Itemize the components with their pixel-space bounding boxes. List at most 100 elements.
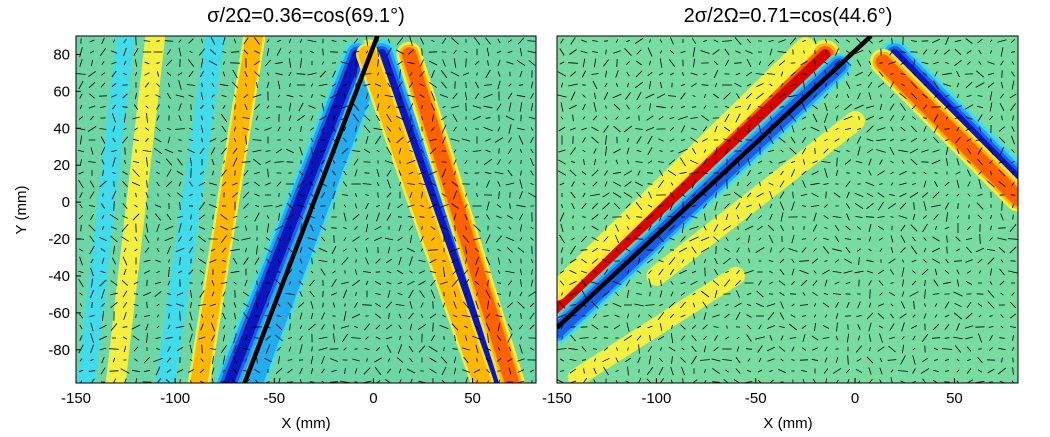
vector-arrow xyxy=(877,170,885,176)
vector-arrow xyxy=(310,147,314,155)
vector-arrow xyxy=(232,216,238,218)
vector-arrow xyxy=(517,301,525,309)
vector-arrow xyxy=(88,370,96,372)
vector-arrow xyxy=(791,346,795,352)
vector-arrow xyxy=(854,202,864,210)
vector-arrow xyxy=(921,192,929,198)
vector-arrow xyxy=(889,48,895,56)
y-tick-label: -60 xyxy=(48,305,70,322)
vector-arrow xyxy=(746,83,752,87)
vector-arrow xyxy=(168,259,170,263)
vector-arrow xyxy=(922,223,928,233)
vector-arrow xyxy=(1000,314,1004,318)
vector-arrow xyxy=(635,201,643,211)
vector-arrow xyxy=(299,94,303,98)
vector-arrow xyxy=(211,158,215,166)
vector-arrow xyxy=(90,359,94,361)
vector-arrow xyxy=(569,258,577,264)
vector-arrow xyxy=(144,356,150,364)
vector-arrow xyxy=(132,116,140,120)
vector-arrow xyxy=(844,128,852,130)
vector-arrow xyxy=(164,40,174,42)
vector-arrow xyxy=(778,93,786,99)
vector-arrow xyxy=(747,103,751,111)
vector-arrow xyxy=(627,159,629,165)
vector-arrow xyxy=(780,301,784,309)
vector-arrow xyxy=(912,270,916,274)
vector-arrow xyxy=(362,304,372,306)
vector-arrow xyxy=(778,160,786,164)
vector-arrow xyxy=(332,190,336,200)
vector-arrow xyxy=(671,333,673,343)
vector-arrow xyxy=(615,116,619,120)
vector-arrow xyxy=(363,125,371,133)
vector-arrow xyxy=(332,160,336,164)
vector-arrow xyxy=(190,302,192,308)
vector-arrow xyxy=(451,203,459,209)
vector-arrow xyxy=(769,270,773,274)
vector-arrow xyxy=(188,269,194,275)
vector-arrow xyxy=(485,289,491,299)
vector-arrow xyxy=(374,83,382,87)
vector-arrow xyxy=(766,73,776,75)
vector-arrow xyxy=(365,280,369,286)
vector-arrow xyxy=(757,345,763,353)
vector-arrow xyxy=(572,114,574,122)
vector-arrow xyxy=(691,325,697,329)
vector-arrow xyxy=(592,40,598,42)
vector-arrow xyxy=(156,104,160,110)
vector-arrow xyxy=(944,202,950,210)
vector-arrow xyxy=(265,335,271,341)
vector-arrow xyxy=(232,257,238,265)
vector-arrow xyxy=(450,71,460,77)
vector-arrow xyxy=(386,169,392,177)
x-tick-label: 50 xyxy=(946,390,963,407)
vector-arrow xyxy=(243,303,249,307)
vector-arrow xyxy=(123,268,127,276)
vector-arrow xyxy=(978,61,982,65)
vector-arrow xyxy=(364,323,370,331)
vector-arrow xyxy=(156,83,160,87)
vector-arrow xyxy=(122,171,128,175)
vector-arrow xyxy=(976,70,984,78)
vector-arrow xyxy=(769,203,773,209)
vector-arrow xyxy=(668,301,676,309)
vector-arrow xyxy=(188,38,194,44)
vector-arrow xyxy=(486,201,490,211)
vector-arrow xyxy=(943,281,951,285)
vector-arrow xyxy=(898,215,908,219)
vector-arrow xyxy=(375,336,381,340)
vector-arrow xyxy=(769,370,773,372)
vector-arrow xyxy=(90,344,94,354)
vector-arrow xyxy=(210,348,216,350)
vector-arrow xyxy=(703,149,707,153)
vector-arrow xyxy=(890,160,894,164)
vector-arrow xyxy=(398,127,402,131)
vector-arrow xyxy=(570,37,576,45)
vector-arrow xyxy=(670,150,674,152)
vector-arrow xyxy=(1000,325,1004,329)
vector-arrow xyxy=(802,127,806,131)
vector-arrow xyxy=(909,291,919,297)
vector-arrow xyxy=(210,322,216,332)
vector-arrow xyxy=(421,48,423,56)
vector-arrow xyxy=(144,234,150,244)
vector-arrow xyxy=(557,379,566,383)
vector-arrow xyxy=(343,311,347,321)
vector-arrow xyxy=(494,171,504,175)
vector-arrow xyxy=(123,73,127,75)
vector-arrow xyxy=(175,325,185,329)
vector-arrow xyxy=(287,247,293,253)
vector-arrow xyxy=(409,149,413,153)
vector-arrow xyxy=(485,358,491,362)
vector-arrow xyxy=(902,279,904,287)
vector-arrow xyxy=(528,60,536,66)
vector-arrow xyxy=(157,237,159,241)
vector-arrow xyxy=(835,127,839,131)
vector-arrow xyxy=(869,346,871,352)
vector-arrow xyxy=(189,181,193,187)
vector-arrow xyxy=(912,380,916,383)
vector-arrow xyxy=(658,138,664,142)
vector-arrow xyxy=(569,49,577,55)
